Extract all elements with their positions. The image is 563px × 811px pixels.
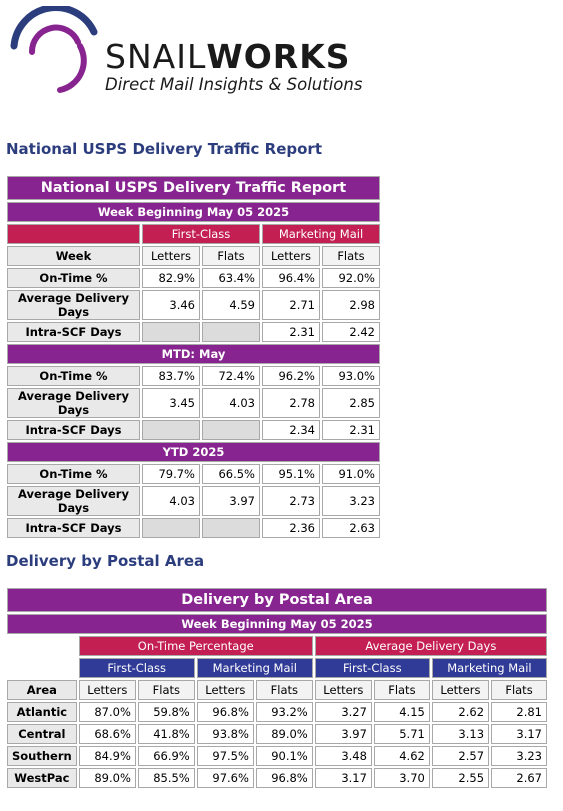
col-header: Flats [202, 246, 260, 266]
table-row: Atlantic 87.0% 59.8% 96.8% 93.2% 3.27 4.… [7, 702, 547, 722]
blank-header-cell [7, 658, 77, 678]
empty-cell [202, 420, 260, 440]
empty-cell [142, 420, 200, 440]
table-title: Delivery by Postal Area [7, 588, 547, 612]
brand-name: SNAILWORKS [105, 37, 351, 76]
week-label: Week Beginning May 05 2025 [7, 202, 380, 222]
empty-cell [142, 518, 200, 538]
subgroup-marketing-mail: Marketing Mail [196, 658, 313, 678]
table-row: Intra-SCF Days 2.34 2.31 [7, 420, 380, 440]
table-row: Intra-SCF Days 2.31 2.42 [7, 322, 380, 342]
mtd-label: MTD: May [7, 344, 380, 364]
ytd-label: YTD 2025 [7, 442, 380, 462]
section-heading-national: National USPS Delivery Traffic Report [6, 140, 322, 158]
col-header: Letters [196, 680, 254, 700]
col-header: Flats [137, 680, 195, 700]
col-header: Letters [262, 246, 320, 266]
col-header: Letters [142, 246, 200, 266]
table-row: On-Time % 82.9% 63.4% 96.4% 92.0% [7, 268, 380, 288]
col-header: Flats [255, 680, 313, 700]
postal-area-table: Delivery by Postal Area Week Beginning M… [5, 586, 549, 790]
col-header: Flats [322, 246, 380, 266]
subgroup-marketing-mail: Marketing Mail [431, 658, 547, 678]
col-header-week: Week [7, 246, 140, 266]
national-traffic-table: National USPS Delivery Traffic Report We… [5, 174, 382, 540]
table-row: Average Delivery Days 4.03 3.97 2.73 3.2… [7, 486, 380, 516]
group-first-class: First-Class [142, 224, 260, 244]
blank-header-cell [7, 224, 140, 244]
table-row: On-Time % 79.7% 66.5% 95.1% 91.0% [7, 464, 380, 484]
table-row: Average Delivery Days 3.45 4.03 2.78 2.8… [7, 388, 380, 418]
group-marketing-mail: Marketing Mail [262, 224, 380, 244]
empty-cell [202, 322, 260, 342]
table-row: Average Delivery Days 3.46 4.59 2.71 2.9… [7, 290, 380, 320]
col-header: Flats [373, 680, 430, 700]
section-heading-postal-area: Delivery by Postal Area [6, 552, 205, 570]
col-header: Letters [431, 680, 490, 700]
logo-arc-icon [10, 6, 98, 93]
table-row: Southern 84.9% 66.9% 97.5% 90.1% 3.48 4.… [7, 746, 547, 766]
blank-header-cell [7, 636, 77, 656]
table-row: On-Time % 83.7% 72.4% 96.2% 93.0% [7, 366, 380, 386]
table-title: National USPS Delivery Traffic Report [7, 176, 380, 200]
empty-cell [202, 518, 260, 538]
subgroup-first-class: First-Class [78, 658, 195, 678]
brand-tagline: Direct Mail Insights & Solutions [105, 75, 363, 94]
col-header-area: Area [7, 680, 77, 700]
group-avg-days: Average Delivery Days [314, 636, 547, 656]
snailworks-logo: SNAILWORKS Direct Mail Insights & Soluti… [8, 6, 368, 96]
col-header: Letters [314, 680, 372, 700]
week-label: Week Beginning May 05 2025 [7, 614, 547, 634]
empty-cell [142, 322, 200, 342]
table-row: WestPac 89.0% 85.5% 97.6% 96.8% 3.17 3.7… [7, 768, 547, 788]
table-row: Central 68.6% 41.8% 93.8% 89.0% 3.97 5.7… [7, 724, 547, 744]
table-row: Intra-SCF Days 2.36 2.63 [7, 518, 380, 538]
logo-text: SNAILWORKS Direct Mail Insights & Soluti… [105, 37, 363, 95]
col-header: Letters [78, 680, 136, 700]
col-header: Flats [491, 680, 547, 700]
group-on-time: On-Time Percentage [78, 636, 313, 656]
subgroup-first-class: First-Class [314, 658, 430, 678]
